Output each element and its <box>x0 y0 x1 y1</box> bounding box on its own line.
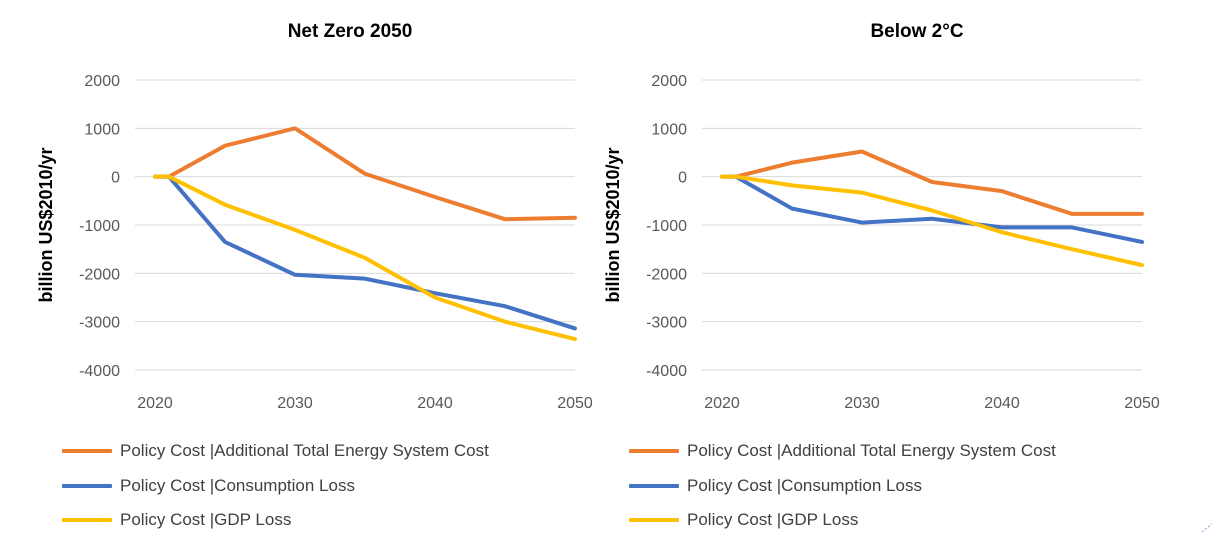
y-tick-label: -1000 <box>79 218 120 235</box>
legend-item: Policy Cost |Additional Total Energy Sys… <box>62 434 489 469</box>
x-tick-label: 2020 <box>137 395 173 412</box>
series-line-0 <box>720 149 1144 216</box>
y-tick-label: 2000 <box>651 73 687 90</box>
series-line-1 <box>153 174 577 331</box>
legend-swatch <box>629 483 679 488</box>
x-tick-label: 2040 <box>984 395 1020 412</box>
legend-item: Policy Cost |GDP Loss <box>629 503 1056 538</box>
legend-swatch <box>62 483 112 488</box>
y-tick-label: 2000 <box>84 73 120 90</box>
y-tick-label: -3000 <box>79 315 120 332</box>
y-axis-label: billion US$2010/yr <box>603 147 623 302</box>
x-tick-label: 2050 <box>557 395 593 412</box>
legend: Policy Cost |Additional Total Energy Sys… <box>629 434 1056 538</box>
x-tick-label: 2030 <box>277 395 313 412</box>
y-axis-label: billion US$2010/yr <box>36 147 56 302</box>
y-tick-label: -2000 <box>646 266 687 283</box>
y-tick-label: 0 <box>678 170 687 187</box>
legend-swatch <box>62 518 112 523</box>
legend-swatch <box>629 449 679 454</box>
x-tick-label: 2030 <box>844 395 880 412</box>
legend-label: Policy Cost |GDP Loss <box>120 510 292 530</box>
legend-swatch <box>62 449 112 454</box>
chart-below-2c: Below 2°C billion US$2010/yr 2000 1000 0 -100… <box>567 0 1176 539</box>
y-tick-label: 0 <box>111 170 120 187</box>
legend-item: Policy Cost |Additional Total Energy Sys… <box>629 434 1056 469</box>
legend-label: Policy Cost |Consumption Loss <box>120 475 355 495</box>
chart-svg: Net Zero 2050 billion US$2010/yr 2000 1000 0… <box>36 21 593 412</box>
series-line-1 <box>720 174 1144 244</box>
legend-label: Policy Cost |Additional Total Energy Sys… <box>120 441 489 461</box>
legend-item: Policy Cost |Consumption Loss <box>629 469 1056 504</box>
y-tick-label: -1000 <box>646 218 687 235</box>
legend: Policy Cost |Additional Total Energy Sys… <box>62 434 489 538</box>
y-tick-label: 1000 <box>651 121 687 138</box>
series-line-2 <box>153 174 577 342</box>
y-tick-label: -4000 <box>646 363 687 380</box>
x-tick-label: 2050 <box>1124 395 1160 412</box>
x-tick-label: 2020 <box>704 395 740 412</box>
legend-item: Policy Cost |GDP Loss <box>62 503 489 538</box>
y-tick-label: 1000 <box>84 121 120 138</box>
series-line-2 <box>720 174 1144 268</box>
chart-title: Below 2°C <box>870 21 963 42</box>
chart-title: Net Zero 2050 <box>288 21 413 42</box>
y-tick-label: -2000 <box>79 266 120 283</box>
x-tick-label: 2040 <box>417 395 453 412</box>
legend-label: Policy Cost |Consumption Loss <box>687 475 922 495</box>
legend-swatch <box>629 518 679 523</box>
legend-label: Policy Cost |Additional Total Energy Sys… <box>687 441 1056 461</box>
legend-label: Policy Cost |GDP Loss <box>687 510 859 530</box>
y-tick-label: -4000 <box>79 363 120 380</box>
legend-item: Policy Cost |Consumption Loss <box>62 469 489 504</box>
chart-net-zero-2050: Net Zero 2050 billion US$2010/yr 2000 1000 0… <box>36 21 593 538</box>
y-tick-label: -3000 <box>646 315 687 332</box>
resize-handle-icon <box>1201 523 1213 533</box>
series-line-0 <box>153 126 577 222</box>
chart-svg: Below 2°C billion US$2010/yr 2000 1000 0 -100… <box>603 21 1160 412</box>
